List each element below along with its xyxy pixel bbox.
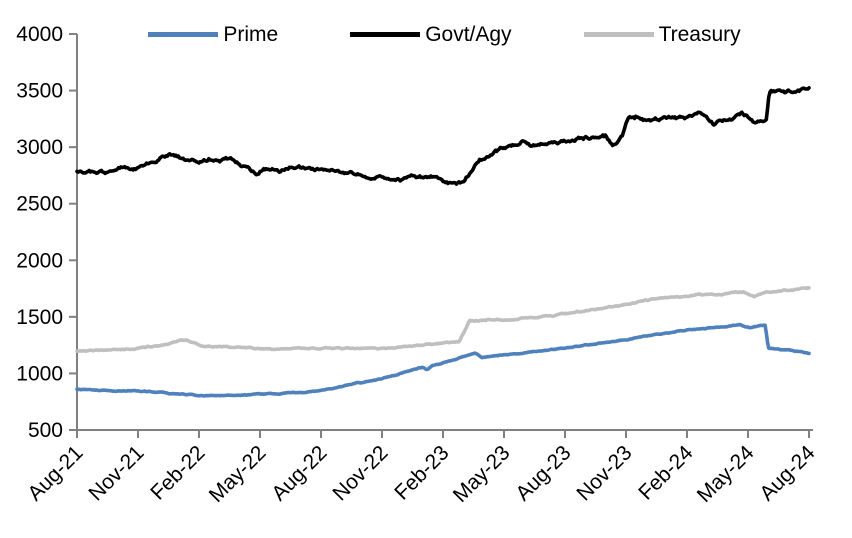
- legend: Prime Govt/Agy Treasury: [77, 20, 812, 48]
- legend-item-prime: Prime: [148, 24, 278, 45]
- x-axis-tick-label: May-22: [205, 441, 271, 507]
- y-axis-tick-label: 1500: [16, 306, 63, 329]
- series-line-prime: [75, 322, 811, 398]
- y-axis-tick-label: 500: [28, 419, 63, 442]
- x-axis-tick-label: Feb-23: [390, 441, 453, 504]
- x-axis-tick-label: Nov-22: [328, 441, 392, 505]
- legend-label-treasury: Treasury: [658, 22, 741, 46]
- y-axis-tick-label: 3000: [16, 136, 63, 159]
- x-axis-tick-label: Feb-22: [146, 441, 209, 504]
- legend-label-prime: Prime: [223, 22, 279, 46]
- x-axis-tick-label: Aug-22: [267, 441, 331, 505]
- legend-item-treasury: Treasury: [583, 22, 741, 46]
- govt-agy-line-swatch-icon: [350, 31, 421, 37]
- y-axis-tick-label: 3500: [16, 80, 63, 103]
- y-axis-tick-label: 2500: [16, 193, 63, 216]
- x-axis-tick-label: Nov-23: [572, 441, 636, 505]
- legend-label-govt-agy: Govt/Agy: [425, 22, 512, 46]
- legend-item-govt-agy: Govt/Agy: [350, 22, 512, 46]
- x-axis-tick-label: Nov-21: [84, 441, 148, 505]
- x-axis-tick-label: May-24: [693, 441, 759, 507]
- series-line-govt-agy: [75, 86, 811, 186]
- y-axis-tick-label: 2000: [16, 249, 63, 272]
- series-line-treasury: [75, 285, 811, 354]
- y-axis-tick-label: 1000: [16, 362, 63, 385]
- x-axis-tick-label: Feb-24: [634, 441, 698, 505]
- y-axis-tick-label: 4000: [16, 23, 63, 46]
- x-axis-tick-label: Aug-24: [755, 441, 819, 505]
- x-axis-tick-label: Aug-23: [511, 441, 575, 505]
- treasury-line-swatch-icon: [583, 31, 654, 37]
- prime-line-swatch-icon: [148, 31, 219, 37]
- x-axis-tick-label: May-23: [449, 441, 515, 507]
- x-axis-tick-label: Aug-21: [23, 441, 87, 505]
